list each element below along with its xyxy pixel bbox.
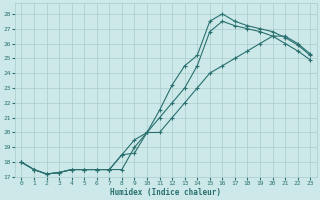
X-axis label: Humidex (Indice chaleur): Humidex (Indice chaleur) — [110, 188, 221, 197]
